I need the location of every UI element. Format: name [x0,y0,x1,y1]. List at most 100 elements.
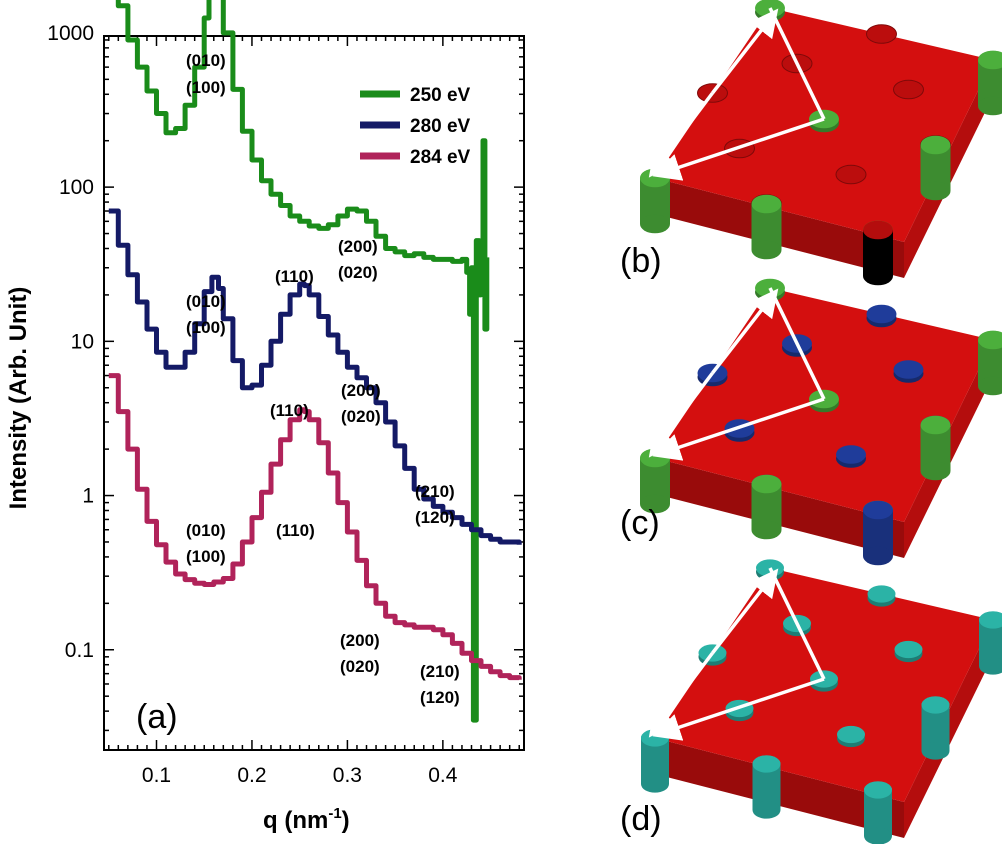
peg-cylinder [752,801,781,819]
x-tick-labels: 0.1 0.2 0.3 0.4 [142,764,458,787]
peg-cylinder-top [864,781,892,799]
peg-cylinder [921,742,950,760]
peak-label: (210) [415,482,455,501]
peak-label: (120) [420,688,460,707]
peg-cylinder-top [978,330,1002,350]
series-lines [108,0,522,723]
peak-annotations: (010) (100) (110) (200) (020) (010) (100… [186,51,460,707]
unit-cell-arrow [652,117,825,181]
peak-label: (110) [275,267,314,286]
peg-cylinder-top [751,474,782,494]
legend-label-280ev: 280 eV [410,116,471,137]
chart-panel-a: 0.1 0.2 0.3 0.4 1000 100 10 1 0.1 q (nm-1) Inte… [5,0,525,834]
lattice-site [893,360,924,379]
unit-cell-edge [768,567,826,680]
peg-cylinder [920,461,951,481]
unit-cell-arrow [652,677,825,741]
peg-cylinder-top [752,755,781,773]
panel-label-c: (c) [620,504,660,542]
y-axis-label: Intensity (Arb. Unit) [5,287,32,510]
y-tick-label: 10 [71,330,94,353]
peak-label: (020) [340,657,380,676]
series-line-284ev [108,373,522,681]
peak-label: (200) [338,237,378,256]
peg-cylinder [863,546,893,566]
y-tick-label: 0.1 [65,639,94,662]
lattice-illustrations: (b) (c) (d) [620,0,1002,844]
peak-label: (120) [415,508,455,527]
y-tick-labels: 1000 100 10 1 0.1 [47,22,94,662]
peg-cylinder-top [751,194,782,214]
peak-label: (010) [186,521,226,540]
unit-cell-arrow [648,651,714,738]
peak-label: (200) [341,381,381,400]
peak-label: (100) [186,547,226,566]
lattice-site [836,445,866,464]
unit-cell-arrow [711,8,779,95]
plot-frame [103,35,525,751]
peak-label: (100) [186,318,226,337]
peg-cylinder-top [979,611,1002,629]
peak-label: (110) [270,401,309,420]
lattice-site [867,585,896,603]
peg-cylinder-top [920,415,951,435]
legend: 250 eV 280 eV 284 eV [360,85,471,168]
peg-cylinder [751,520,782,540]
panel-label-a: (a) [136,698,178,736]
peg-cylinder [864,827,892,844]
lattice-site [866,24,897,44]
series-line-250ev [115,0,490,723]
peg-cylinder-top [863,500,893,520]
peg-cylinder [978,376,1002,396]
unit-cell-edge [768,287,826,400]
peg-cylinder [641,775,669,793]
peg-cylinder [751,240,782,260]
peak-label: (200) [340,631,380,650]
x-tick-label: 0.3 [333,764,362,787]
lattice-site [893,79,924,100]
peg-cylinder [979,657,1002,675]
peak-label: (020) [341,407,381,426]
x-axis-label: q (nm-1) [263,805,350,834]
peg-cylinder-top [978,50,1002,70]
lattice-site [835,164,867,185]
peak-label: (210) [420,662,460,681]
peak-label: (010) [186,292,226,311]
unit-cell-arrow [711,288,779,375]
unit-cell-arrow [648,371,714,458]
y-tick-label: 1000 [47,22,94,45]
panel-label-d: (d) [620,800,662,838]
peg-cylinder [920,181,951,201]
peg-cylinder [863,266,893,286]
peg-cylinder [978,96,1002,116]
panel-label-b: (b) [620,242,662,280]
x-tick-label: 0.2 [237,764,266,787]
lattice-site [837,725,865,744]
peg-cylinder [979,620,1002,666]
y-tick-label: 100 [59,176,94,199]
peak-label: (010) [186,51,226,70]
lattice-panel-c [640,278,1002,566]
legend-label-250ev: 250 eV [410,85,471,106]
peg-cylinder [640,494,670,514]
unit-cell-edge [768,7,826,120]
peak-label: (020) [338,263,378,282]
legend-label-284ev: 284 eV [410,147,471,168]
lattice-panel-d [641,559,1002,844]
peg-cylinder-top [920,135,951,155]
x-tick-label: 0.1 [142,764,171,787]
peak-label: (100) [186,78,226,97]
unit-cell-arrow [648,91,714,178]
y-tick-label: 1 [82,485,94,508]
peg-cylinder-top [921,696,950,714]
peg-cylinder-top [863,220,893,240]
peg-cylinder [640,214,670,234]
unit-cell-arrow [711,568,779,655]
series-line-280ev [108,208,522,545]
unit-cell-arrow [652,397,825,461]
x-tick-label: 0.4 [428,764,458,787]
peak-label: (110) [276,521,315,540]
lattice-panel-b [640,0,1002,286]
lattice-site [894,640,923,659]
